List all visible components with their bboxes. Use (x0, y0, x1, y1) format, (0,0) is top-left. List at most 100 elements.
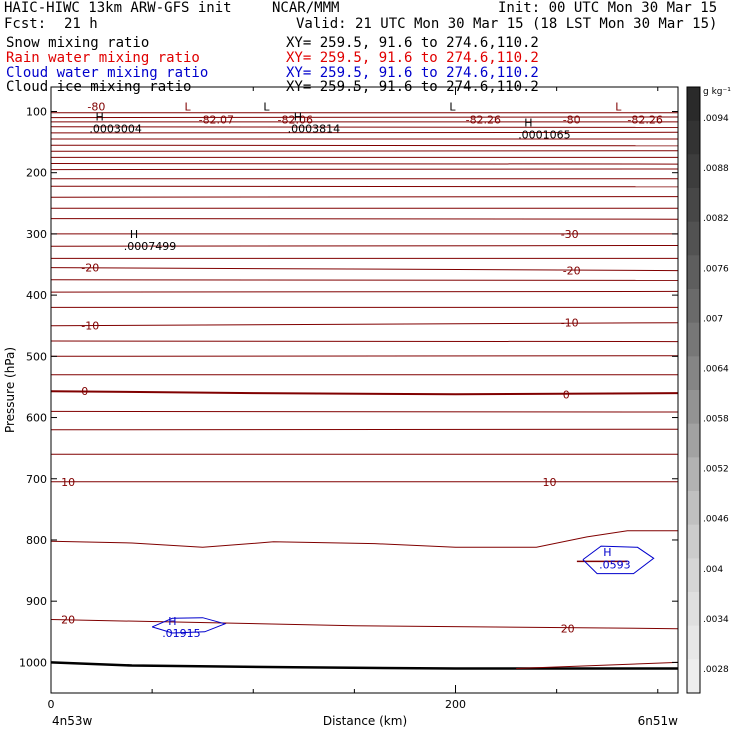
surface-line (50, 661, 678, 670)
colorbar-label: .0094 (703, 114, 729, 124)
contour-20 (50, 619, 679, 630)
colorbar-unit: g kg⁻¹ (703, 87, 731, 97)
contour-labels: -80 L-82.07L-82.06L-82.26 -80L-82.26H.0003… (61, 101, 663, 640)
contour-label: L (185, 101, 192, 114)
field-rain-name: Rain water mixing ratio (6, 50, 200, 66)
colorbar-label: .0082 (703, 214, 729, 224)
contour-label: L (263, 101, 270, 114)
y-axis-label: Pressure (hPa) (3, 347, 17, 433)
isotherm-line (50, 116, 679, 119)
colorbar-label: .0088 (703, 164, 729, 174)
colorbar-label: .0028 (703, 665, 729, 675)
contour-label: H (294, 110, 302, 123)
x-tick-label: 200 (445, 698, 466, 711)
colorbar-swatch (687, 356, 700, 391)
valid-time: Valid: 21 UTC Mon 30 Mar 15 (18 LST Mon … (296, 16, 718, 32)
contour-label: -10 (81, 320, 99, 333)
forecast-label: Fcst: (4, 16, 47, 32)
field-snow-name: Snow mixing ratio (6, 35, 150, 51)
isotherm-line (50, 340, 679, 343)
y-tick-label: 500 (26, 350, 47, 363)
x-axis: 0 200 (48, 87, 659, 711)
cloud-water-contour (582, 545, 655, 575)
colorbar-swatch (687, 592, 700, 627)
colorbar-swatch (687, 423, 700, 458)
contour--10 (50, 322, 679, 327)
colorbar-swatch (687, 221, 700, 256)
contour-label: -82.26 (466, 113, 501, 126)
x-axis-label: Distance (km) (323, 714, 407, 728)
temperature-contours (50, 112, 679, 670)
contour--20 (50, 267, 679, 272)
cloud-water-contours (151, 545, 655, 634)
contour-label: -82.26 (627, 113, 662, 126)
contour-label: .0003814 (288, 123, 341, 136)
plot-frame (50, 86, 679, 694)
cloud-water-contour (151, 617, 227, 634)
contour-label: H (524, 117, 532, 130)
field-snow-xy: XY= 259.5, 91.6 to 274.6,110.2 (286, 35, 539, 51)
isotherm-line (50, 355, 679, 357)
contour-label: L (449, 101, 456, 114)
colorbar-swatch (687, 255, 700, 290)
contour-label: H (130, 228, 138, 241)
contour-label: -80 (563, 113, 581, 126)
isotherm-line (50, 150, 679, 152)
isotherm-line (50, 168, 679, 171)
colorbar-swatch (687, 289, 700, 324)
colorbar-swatch (687, 558, 700, 593)
y-tick-label: 300 (26, 228, 47, 241)
contour-label: .01915 (162, 627, 201, 640)
contour-label: .0007499 (124, 240, 177, 253)
colorbar-swatch (687, 524, 700, 559)
contour-800hpa (50, 530, 678, 548)
colorbar-label: .0034 (703, 615, 729, 625)
colorbar-label: .0058 (703, 415, 729, 425)
isotherm-line (50, 410, 679, 413)
isotherm-line (50, 144, 679, 147)
isotherm-line (50, 290, 679, 293)
chart-source: NCAR/MMM (272, 0, 340, 16)
chart-title: HAIC-HIWC 13km ARW-GFS init (4, 0, 232, 16)
x-start-label: 4n53w (52, 714, 93, 728)
colorbar-swatch (687, 322, 700, 357)
y-tick-label: 800 (26, 534, 47, 547)
isotherm-lines (50, 116, 679, 455)
contour-label: H (603, 546, 611, 559)
isotherm-line (50, 185, 679, 188)
colorbar-swatch (687, 491, 700, 526)
contour-label: 20 (561, 623, 575, 636)
contour-label: 0 (81, 385, 88, 398)
contour-label: -20 (81, 262, 99, 275)
isotherm-line (50, 131, 679, 134)
init-time: Init: 00 UTC Mon 30 Mar 15 (498, 0, 718, 16)
contour-label: -30 (561, 228, 579, 241)
colorbar-label: .0076 (703, 264, 729, 274)
y-tick-label: 400 (26, 289, 47, 302)
isotherm-line (50, 279, 679, 281)
contour-label: 0 (563, 388, 570, 401)
x-end-label: 6n51w (638, 714, 679, 728)
contour-label: .0001065 (518, 129, 571, 142)
contour-label: H (168, 615, 176, 628)
colorbar-label: .004 (703, 565, 723, 575)
contour-near-surface (516, 661, 679, 669)
isotherm-line (50, 163, 679, 165)
field-rain-xy: XY= 259.5, 91.6 to 274.6,110.2 (286, 50, 539, 66)
colorbar-swatch (687, 154, 700, 189)
contour-label: L (615, 101, 622, 114)
colorbar-swatch (687, 87, 700, 122)
y-tick-label: 600 (26, 412, 47, 425)
colorbar-swatch (687, 390, 700, 425)
contour-label: .0003004 (89, 123, 141, 136)
forecast-value: 21 h (64, 16, 98, 32)
isotherm-line (50, 245, 679, 247)
contour-label: .0593 (599, 559, 631, 572)
isotherm-line (50, 428, 679, 431)
y-tick-label: 700 (26, 473, 47, 486)
contour-label: H (96, 110, 104, 123)
y-tick-label: 900 (26, 595, 47, 608)
contour-label: 10 (61, 476, 75, 489)
